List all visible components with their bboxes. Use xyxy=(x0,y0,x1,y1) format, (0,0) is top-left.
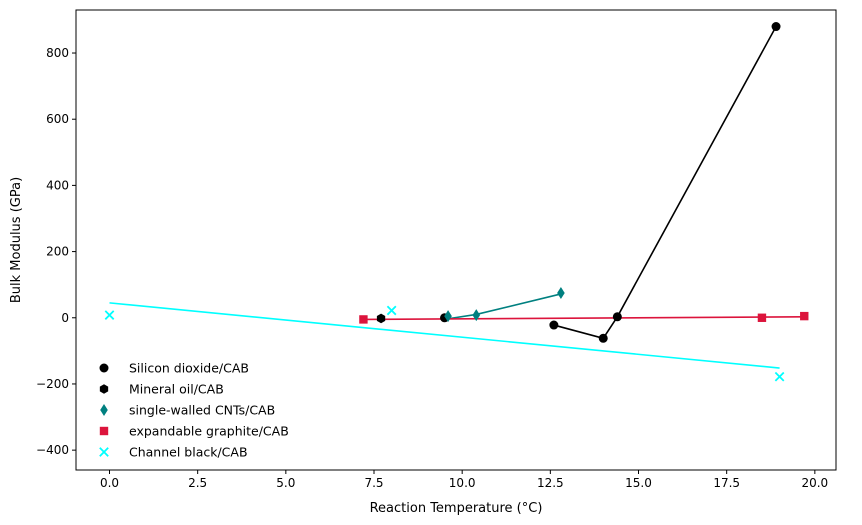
x-tick-label: 12.5 xyxy=(537,476,564,490)
x-tick-label: 15.0 xyxy=(625,476,652,490)
legend: Silicon dioxide/CAB Mineral oil/CAB single… xyxy=(99,361,289,460)
x-axis-ticks: 0.0 2.5 5.0 7.5 10.0 12.5 15.0 17.5 20.0 xyxy=(100,470,828,490)
legend-label-4: Channel black/CAB xyxy=(129,445,248,460)
legend-marker-3 xyxy=(99,426,109,436)
x-tick-label: 0.0 xyxy=(100,476,119,490)
series-lines xyxy=(109,26,805,369)
plot-area xyxy=(76,10,836,470)
data-point-s0-4 xyxy=(771,22,781,32)
legend-marker-0 xyxy=(99,363,109,373)
y-axis-ticks: −400 −200 0 200 400 600 800 xyxy=(36,46,76,457)
data-point-s2-1 xyxy=(472,309,481,322)
data-point-s4-0 xyxy=(104,310,115,320)
y-tick-label: −200 xyxy=(36,377,69,391)
series-line-0 xyxy=(553,26,777,340)
x-axis-label: Reaction Temperature (°C) xyxy=(370,501,543,516)
data-point-s4-2 xyxy=(774,371,785,382)
data-point-s4-1 xyxy=(386,305,397,316)
data-point-s3-0 xyxy=(359,315,368,324)
data-point-s3-2 xyxy=(800,311,809,321)
data-point-s0-3 xyxy=(612,312,622,322)
y-tick-label: −400 xyxy=(36,443,69,457)
series-line-3 xyxy=(109,302,780,369)
data-point-s0-1 xyxy=(549,320,559,330)
y-axis-label: Bulk Modulus (GPa) xyxy=(9,177,24,303)
legend-label-3: expandable graphite/CAB xyxy=(129,424,289,439)
x-tick-label: 20.0 xyxy=(801,476,828,490)
data-point-s2-0 xyxy=(444,310,452,323)
data-point-s0-2 xyxy=(598,333,608,343)
legend-label-1: Mineral oil/CAB xyxy=(129,382,224,397)
data-point-s3-1 xyxy=(757,313,767,322)
y-tick-label: 800 xyxy=(46,46,69,60)
legend-label-0: Silicon dioxide/CAB xyxy=(129,361,249,376)
x-tick-label: 2.5 xyxy=(188,476,207,490)
x-tick-label: 17.5 xyxy=(713,476,740,490)
legend-label-2: single-walled CNTs/CAB xyxy=(129,403,275,418)
series-line-2 xyxy=(363,315,805,321)
data-point-s1-0 xyxy=(376,313,386,324)
y-tick-label: 400 xyxy=(46,178,69,192)
y-tick-label: 0 xyxy=(61,311,69,325)
plot-frame xyxy=(75,9,837,471)
legend-marker-1 xyxy=(99,384,109,394)
x-tick-label: 7.5 xyxy=(364,476,383,490)
series-points xyxy=(104,22,809,382)
y-tick-label: 600 xyxy=(46,112,69,126)
legend-marker-2 xyxy=(100,404,108,416)
legend-marker-4 xyxy=(99,447,109,457)
y-tick-label: 200 xyxy=(46,245,69,259)
data-point-s2-2 xyxy=(557,286,565,299)
x-tick-label: 10.0 xyxy=(449,476,476,490)
x-tick-label: 5.0 xyxy=(276,476,295,490)
